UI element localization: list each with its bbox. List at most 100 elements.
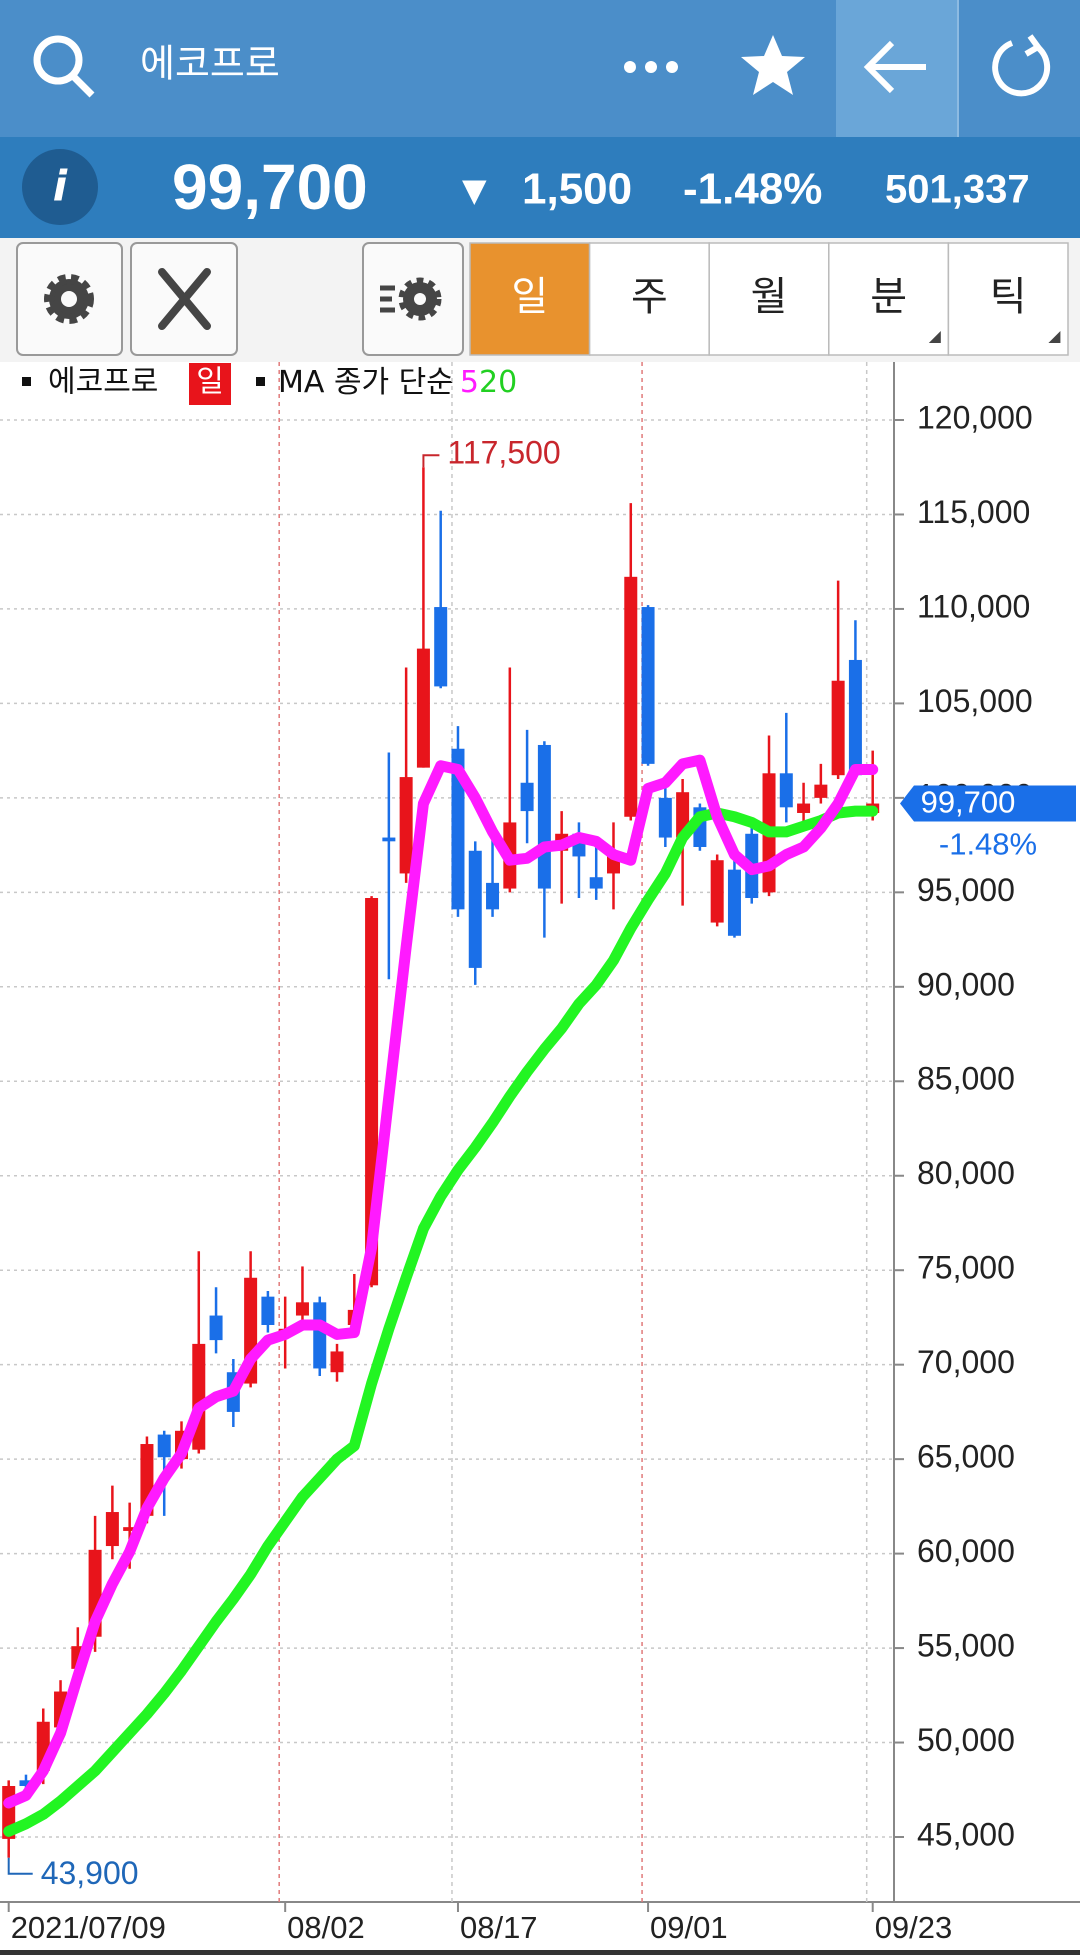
candle-body xyxy=(641,607,655,764)
change: 1,500 xyxy=(522,165,632,214)
y-tick-label: 80,000 xyxy=(917,1155,1015,1191)
ma-line xyxy=(3,805,879,1837)
candle-body xyxy=(831,680,845,776)
y-tick-label: 105,000 xyxy=(917,683,1033,719)
candle-body xyxy=(658,797,672,838)
candle-body xyxy=(416,648,430,768)
period-badge xyxy=(189,363,231,405)
tools-button[interactable] xyxy=(130,242,238,356)
tab-corner xyxy=(928,331,941,343)
candle-body xyxy=(19,1780,33,1786)
y-tick-label: 95,000 xyxy=(917,872,1015,908)
legend-ma20: 20 xyxy=(479,365,517,400)
y-tick-label: 110,000 xyxy=(917,588,1030,624)
candle-body xyxy=(537,744,551,889)
change-pct: -1.48% xyxy=(683,165,822,214)
y-tick-label: 65,000 xyxy=(917,1439,1015,1475)
candle-body xyxy=(123,1527,137,1531)
candle-body xyxy=(468,850,482,968)
candle-body xyxy=(261,1296,275,1325)
candle-body xyxy=(710,860,724,923)
settings-button[interactable] xyxy=(16,242,123,356)
x-tick-label: 09/23 xyxy=(875,1910,953,1945)
period-tab-label: 일 xyxy=(511,274,548,320)
candle-body xyxy=(589,877,603,889)
y-tick-label: 75,000 xyxy=(917,1250,1015,1286)
price: 99,700 xyxy=(172,151,368,223)
x-tick-label: 09/01 xyxy=(650,1910,728,1945)
ma-line xyxy=(3,754,879,1809)
volume: 501,337 xyxy=(885,168,1030,212)
candle-body xyxy=(624,576,638,817)
plot-area xyxy=(0,362,894,1902)
back-icon[interactable] xyxy=(863,40,926,94)
y-tick-label: 120,000 xyxy=(917,399,1033,435)
more-icon[interactable] xyxy=(624,61,678,73)
bottom-edge xyxy=(0,1950,1080,1955)
candle-body xyxy=(814,784,828,798)
period-tab[interactable] xyxy=(708,242,830,356)
candle-body xyxy=(486,882,500,910)
x-tick-label: 08/17 xyxy=(460,1910,538,1945)
candle-body xyxy=(727,869,741,936)
y-tick-label: 60,000 xyxy=(917,1533,1015,1569)
candle-body xyxy=(520,782,534,812)
low-pointer xyxy=(7,1857,33,1875)
candle-body xyxy=(382,837,396,842)
star-icon[interactable] xyxy=(741,35,805,95)
search-icon[interactable] xyxy=(33,35,95,98)
candle-body xyxy=(157,1434,171,1458)
x-tick-label: 08/02 xyxy=(287,1910,365,1945)
period-tab[interactable] xyxy=(947,242,1069,356)
ma-legend: MA 종가 단순 520 xyxy=(278,365,517,400)
high-pointer xyxy=(422,454,440,468)
candle-body xyxy=(451,748,465,910)
candle-body xyxy=(105,1512,119,1547)
price-tag-change: -1.48% xyxy=(939,827,1037,862)
indicator-button[interactable] xyxy=(362,242,464,356)
y-tick-label: 50,000 xyxy=(917,1722,1015,1758)
refresh-icon[interactable] xyxy=(992,34,1051,97)
high-label: 117,500 xyxy=(447,435,560,471)
y-tick-label: 90,000 xyxy=(917,966,1015,1002)
ma-label: MA 종가 단순 xyxy=(278,365,454,400)
candle-body xyxy=(313,1302,327,1369)
candle-body xyxy=(399,777,413,874)
y-tick-label: 85,000 xyxy=(917,1061,1015,1097)
candle-body xyxy=(330,1351,344,1373)
y-tick-label: 115,000 xyxy=(917,494,1030,530)
candle-body xyxy=(295,1302,309,1316)
period-tab-label: 분 xyxy=(870,274,907,320)
candle-body xyxy=(848,659,862,776)
period-tab-label: 월 xyxy=(751,274,788,320)
period-tab[interactable] xyxy=(828,242,950,356)
y-tick-label: 55,000 xyxy=(917,1628,1015,1664)
header-title: 에코프로 xyxy=(140,42,280,86)
price-tag-label: 99,700 xyxy=(921,785,1016,820)
x-tick-label: 2021/07/09 xyxy=(11,1910,166,1945)
legend-marker xyxy=(256,377,265,386)
legend-name: 에코프로 xyxy=(48,365,158,400)
quote-bar xyxy=(0,137,1080,238)
candle-body xyxy=(209,1315,223,1341)
info-icon[interactable] xyxy=(22,149,98,225)
candle-body xyxy=(797,803,811,813)
period-tab[interactable] xyxy=(469,242,591,356)
legend-ma5: 5 xyxy=(460,365,479,400)
candle-body xyxy=(779,773,793,808)
price-tag xyxy=(900,785,1076,822)
info-glyph: i xyxy=(53,162,68,211)
y-tick-label: 45,000 xyxy=(917,1816,1015,1852)
candle-body xyxy=(434,607,448,687)
tab-corner xyxy=(1048,331,1061,343)
period-tab-label: 주 xyxy=(631,274,668,320)
period-tab[interactable] xyxy=(588,242,710,356)
period-tab-label: 틱 xyxy=(990,274,1027,320)
legend-marker xyxy=(22,377,31,386)
low-label: 43,900 xyxy=(41,1855,139,1891)
y-tick-label: 70,000 xyxy=(917,1344,1015,1380)
period-label: 일 xyxy=(196,365,224,400)
direction: ▼ xyxy=(462,171,487,209)
